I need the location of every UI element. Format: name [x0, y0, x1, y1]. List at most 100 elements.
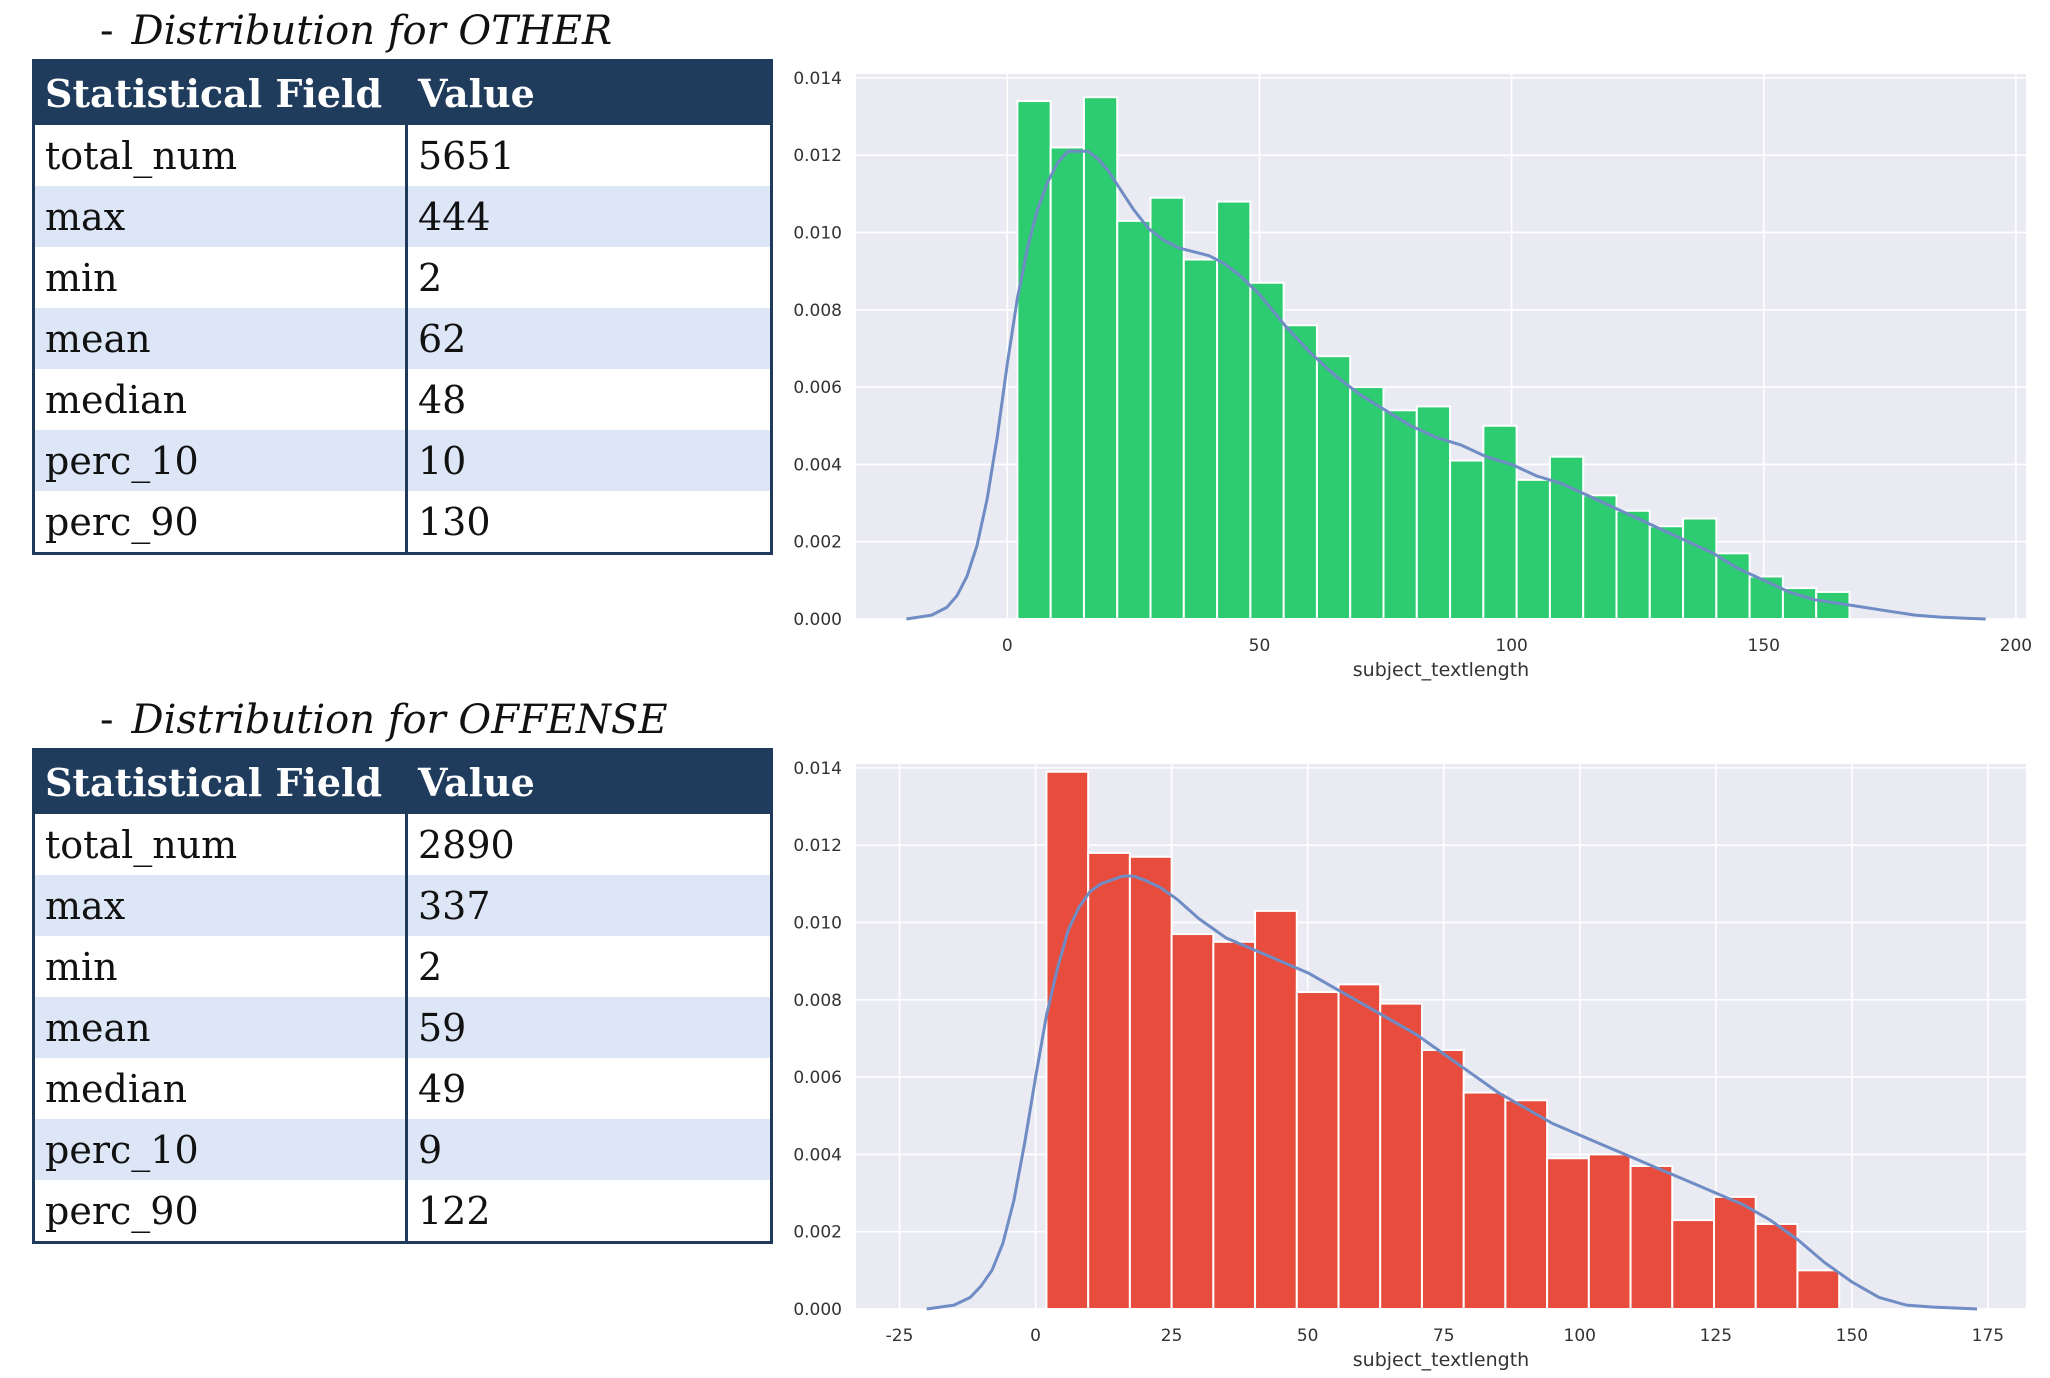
- histogram-bar: [1682, 517, 1718, 620]
- histogram-bar: [1212, 940, 1257, 1310]
- table-row: median 49: [33, 1058, 772, 1119]
- stat-value-cell: 130: [406, 491, 772, 554]
- x-tick-label: 75: [1433, 1326, 1455, 1346]
- y-tick-label: 0.002: [793, 533, 842, 553]
- stat-value-cell: 2890: [406, 814, 772, 875]
- histogram-bar: [1349, 386, 1385, 620]
- stat-field-cell: median: [33, 1058, 408, 1119]
- histogram-bar: [1462, 1091, 1507, 1311]
- kde-line: [926, 874, 1978, 1311]
- histogram-bar: [1337, 983, 1382, 1310]
- x-tick-label: 100: [1564, 1326, 1596, 1346]
- histogram-chart-other: 0.000 0.002 0.004 0.006 0.008 0.010 0.012 0.014…: [793, 69, 2032, 681]
- histogram-bar: [1087, 851, 1131, 1311]
- header-statistical-field: Statistical Field: [33, 749, 408, 814]
- histogram-bar: [1587, 1153, 1632, 1310]
- table-row: mean 59: [33, 997, 772, 1058]
- histogram-bar: [1249, 281, 1285, 620]
- histogram-bar: [1382, 409, 1418, 620]
- y-tick-label: 0.014: [793, 759, 842, 779]
- y-tick-label: 0.000: [793, 610, 842, 630]
- histogram-bar: [1149, 196, 1185, 620]
- histogram-bar: [1748, 575, 1784, 621]
- stat-field-cell: mean: [33, 997, 408, 1058]
- stat-value-cell: 444: [406, 186, 772, 247]
- table-row: total_num 2890: [33, 814, 772, 875]
- stat-value-cell: 9: [406, 1119, 772, 1180]
- y-tick-label: 0.006: [793, 378, 842, 398]
- y-tick-label: 0.002: [793, 1223, 842, 1243]
- stat-field-cell: mean: [33, 308, 408, 369]
- y-tick-label: 0.004: [793, 455, 842, 475]
- histogram-bar: [1629, 1164, 1674, 1310]
- y-tick-label: 0.014: [793, 69, 842, 89]
- histogram-bar: [1548, 455, 1585, 620]
- x-tick-label: 100: [1495, 636, 1527, 656]
- stat-value-cell: 5651: [406, 125, 772, 186]
- stat-value-cell: 10: [406, 430, 772, 491]
- table-header-row: Statistical Field Value: [33, 749, 772, 814]
- stat-value-cell: 122: [406, 1180, 772, 1243]
- histogram-bar: [1420, 1049, 1465, 1310]
- stat-field-cell: total_num: [33, 814, 408, 875]
- histogram-bar: [1128, 855, 1173, 1310]
- stat-value-cell: 2: [406, 936, 772, 997]
- y-tick-label: 0.010: [793, 913, 842, 933]
- x-tick-label: 0: [1030, 1326, 1041, 1346]
- stat-field-cell: max: [33, 875, 408, 936]
- stat-field-cell: median: [33, 369, 408, 430]
- histogram-bar: [1282, 324, 1318, 620]
- table-row: max 337: [33, 875, 772, 936]
- x-tick-label: 175: [1972, 1326, 2004, 1346]
- section-title-text: Distribution for OFFENSE: [131, 697, 668, 743]
- histogram-bar: [1754, 1222, 1799, 1310]
- table-row: max 444: [33, 186, 772, 247]
- stat-value-cell: 2: [406, 247, 772, 308]
- table-row: perc_90 122: [33, 1180, 772, 1243]
- stat-field-cell: perc_10: [33, 430, 408, 491]
- y-tick-label: 0.012: [793, 836, 842, 856]
- histogram-bar: [1295, 991, 1340, 1310]
- x-tick-label: 0: [1002, 636, 1013, 656]
- section-title-other: - Distribution for OTHER: [100, 8, 613, 54]
- histogram-bar: [1504, 1099, 1549, 1310]
- histogram-chart-offense: 0.000 0.002 0.004 0.006 0.008 0.010 0.012 0.014…: [793, 759, 2026, 1371]
- histogram-bar: [1515, 478, 1551, 621]
- header-value: Value: [406, 60, 772, 125]
- histogram-bar: [1182, 258, 1219, 620]
- stat-field-cell: min: [33, 247, 408, 308]
- histogram-bar: [1082, 96, 1119, 621]
- histogram-bar: [1315, 355, 1352, 620]
- stat-field-cell: perc_90: [33, 491, 408, 554]
- histogram-bar: [1546, 1157, 1590, 1310]
- stat-value-cell: 62: [406, 308, 772, 369]
- kde-line: [906, 149, 1986, 621]
- histogram-bar: [1715, 552, 1751, 620]
- stat-field-cell: perc_10: [33, 1119, 408, 1180]
- header-value: Value: [406, 749, 772, 814]
- x-tick-label: 150: [1748, 636, 1780, 656]
- histogram-bar: [1379, 1002, 1423, 1310]
- stats-table-other: Statistical Field Value total_num 5651 max 44…: [32, 59, 773, 555]
- stats-table-offense: Statistical Field Value total_num 2890 max 33…: [32, 748, 773, 1244]
- histogram-bar: [1449, 459, 1485, 620]
- stat-field-cell: min: [33, 936, 408, 997]
- histogram-bar: [1170, 933, 1215, 1310]
- histogram-bar: [1216, 200, 1252, 620]
- histogram-bar: [1671, 1219, 1716, 1311]
- stat-value-cell: 59: [406, 997, 772, 1058]
- histogram-bar: [1254, 909, 1298, 1310]
- x-tick-label: 50: [1249, 636, 1271, 656]
- histogram-bar: [1045, 770, 1090, 1311]
- histogram-bar: [1415, 405, 1452, 620]
- table-row: min 2: [33, 247, 772, 308]
- histogram-bar: [1713, 1195, 1757, 1311]
- y-tick-label: 0.006: [793, 1068, 842, 1088]
- y-tick-label: 0.008: [793, 301, 842, 321]
- table-row: perc_90 130: [33, 491, 772, 554]
- x-axis-label: subject_textlength: [1353, 1349, 1529, 1371]
- histogram-bar: [1116, 219, 1152, 620]
- y-tick-label: 0.004: [793, 1145, 842, 1165]
- table-row: total_num 5651: [33, 125, 772, 186]
- x-tick-label: 50: [1297, 1326, 1319, 1346]
